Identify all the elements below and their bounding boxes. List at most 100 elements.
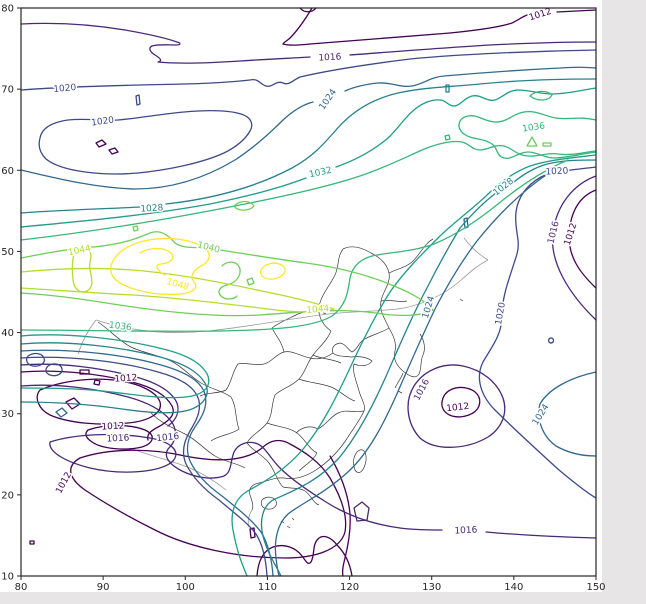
contour-label-1020: 1020	[545, 166, 569, 177]
isobar-1016	[551, 175, 597, 321]
isobar-1012	[249, 527, 256, 539]
isobar-1036	[20, 159, 569, 332]
figure-background	[0, 0, 602, 592]
isobar-1040	[218, 261, 241, 300]
contour-label-1012: 1012	[446, 402, 470, 414]
province-border	[260, 496, 277, 510]
isobar-1016	[349, 41, 597, 56]
isobar-1016	[20, 384, 443, 531]
province-border	[249, 327, 390, 511]
isobar-1016	[49, 433, 177, 473]
national-border	[129, 447, 227, 491]
x-tick-label: 80	[15, 582, 28, 593]
isobar-1024	[274, 172, 550, 577]
isobar-1016	[353, 501, 370, 522]
x-tick-label: 150	[586, 582, 605, 593]
isobar-1020	[45, 363, 63, 377]
isobar-1012	[556, 9, 597, 13]
isobar-1016	[20, 363, 179, 427]
isobar-1012	[95, 139, 107, 148]
x-tick-label: 100	[176, 582, 195, 593]
contour-label-1012: 1012	[114, 373, 138, 385]
y-tick-label: 30	[1, 409, 14, 420]
isobar-1024	[20, 349, 274, 577]
contour-label-1036: 1036	[108, 321, 132, 334]
isobar-1012	[299, 7, 317, 13]
contour-label-1044: 1044	[306, 304, 330, 316]
province-border	[225, 363, 239, 391]
y-tick-label: 20	[1, 490, 14, 501]
isobar-1016	[485, 531, 597, 539]
isobar-1024	[55, 407, 68, 418]
isobar-1012	[20, 370, 174, 441]
isobar-1012	[85, 424, 153, 450]
isobar-1040	[526, 136, 538, 147]
province-border	[246, 442, 284, 488]
province-border	[295, 410, 365, 434]
isobar-1012	[36, 378, 161, 425]
contour-lines	[20, 7, 597, 577]
isobar-1012	[256, 535, 353, 577]
isobar-1020	[38, 110, 253, 175]
province-border	[353, 449, 367, 473]
isobar-1036	[444, 134, 451, 141]
isobar-1032	[20, 334, 210, 399]
contour-label-1016: 1016	[106, 433, 130, 444]
isobar-1012	[70, 439, 347, 559]
province-border	[312, 354, 342, 364]
isobar-1044	[71, 248, 93, 293]
isobar-1040	[20, 231, 434, 317]
isobar-1020	[547, 337, 555, 344]
province-border	[210, 396, 240, 442]
x-tick-label: 110	[258, 582, 277, 593]
isobar-1028	[459, 192, 497, 229]
isobar-1020	[20, 356, 268, 577]
isobar-1012	[29, 540, 35, 545]
national-border	[463, 237, 489, 261]
isobar-1012	[329, 455, 351, 577]
province-border	[298, 378, 356, 402]
contour-label-1020: 1020	[91, 115, 115, 128]
contour-label-1036: 1036	[522, 121, 546, 134]
contour-label-1016: 1016	[318, 52, 342, 63]
y-tick-label: 80	[1, 4, 14, 15]
isobar-1012	[93, 379, 101, 386]
y-tick-label: 70	[1, 85, 14, 96]
isobar-1024	[538, 371, 597, 457]
province-border	[274, 330, 332, 396]
province-border	[298, 452, 318, 472]
isobar-1040	[233, 200, 255, 211]
contour-label-1020: 1020	[53, 83, 77, 95]
x-tick-label: 130	[422, 582, 441, 593]
province-border	[282, 486, 320, 506]
isobar-1028	[260, 227, 461, 577]
province-border	[266, 422, 318, 454]
x-tick-label: 120	[340, 582, 359, 593]
isobar-1024	[463, 217, 469, 229]
isobar-1036	[529, 90, 553, 101]
contour-label-1012: 1012	[101, 421, 124, 432]
isobar-1012	[108, 147, 119, 155]
y-tick-label: 40	[1, 328, 14, 339]
isobar-1012	[568, 189, 597, 289]
isobar-1040	[246, 277, 255, 286]
isobar-1048	[139, 247, 174, 276]
isobar-1048	[259, 262, 286, 280]
contour-label-1028: 1028	[140, 203, 164, 215]
isobar-1012	[441, 386, 481, 418]
province-border	[280, 298, 464, 529]
x-tick-label: 90	[97, 582, 110, 593]
isobar-1016	[20, 22, 311, 64]
isobar-1028	[20, 342, 208, 414]
isobar-1028	[20, 206, 141, 214]
isobar-1024	[20, 101, 314, 190]
isobar-1028	[165, 78, 597, 205]
contour-label-1016: 1016	[454, 525, 478, 536]
isobar-1040	[542, 142, 552, 147]
isobar-1036	[458, 110, 597, 159]
isobar-1016	[407, 364, 506, 448]
basemap	[77, 237, 489, 529]
